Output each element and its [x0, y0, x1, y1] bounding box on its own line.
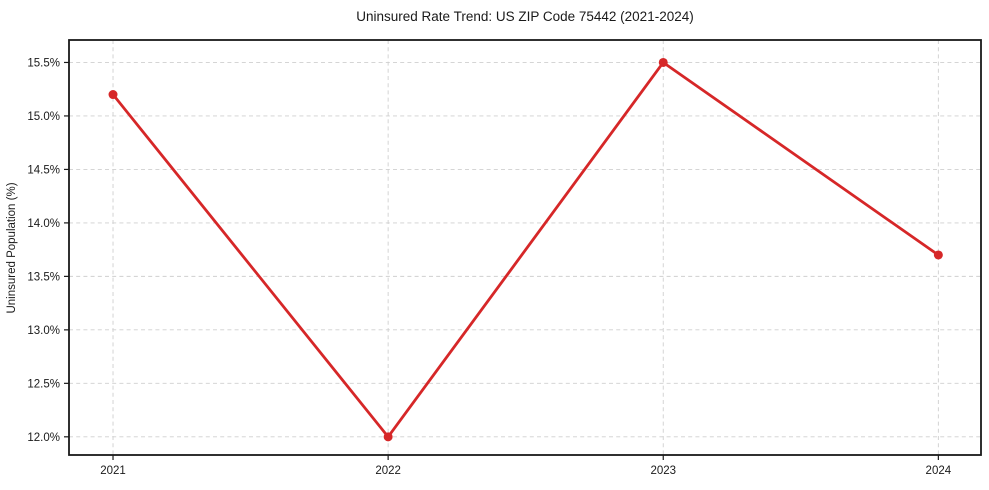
- y-tick-label: 13.5%: [27, 271, 60, 283]
- y-tick-label: 13.0%: [27, 325, 60, 337]
- series-layer: [108, 57, 943, 442]
- y-tick-label: 14.5%: [27, 164, 60, 176]
- trend-line: [111, 61, 940, 439]
- x-tick-label: 2023: [650, 465, 676, 477]
- y-tick-label: 15.5%: [27, 57, 60, 69]
- x-tick-label: 2021: [100, 465, 126, 477]
- data-point-2021: [108, 90, 118, 100]
- x-tick-label: 2024: [926, 465, 952, 477]
- data-point-2023: [658, 57, 668, 67]
- grid-layer: [69, 40, 981, 455]
- y-tick-label: 12.5%: [27, 378, 60, 390]
- chart-title: Uninsured Rate Trend: US ZIP Code 75442 …: [356, 9, 693, 24]
- y-tick-label: 15.0%: [27, 111, 60, 123]
- y-axis-label: Uninsured Population (%): [6, 182, 18, 313]
- data-point-2024: [933, 250, 943, 260]
- y-tick-label: 14.0%: [27, 218, 60, 230]
- data-point-2022: [383, 432, 393, 442]
- tick-layer: 12.0% 12.5% 13.0% 13.5% 14.0% 14.5% 15.0% 15.5%…: [27, 57, 951, 477]
- y-tick-label: 12.0%: [27, 432, 60, 444]
- plot-border: [68, 39, 982, 456]
- x-tick-label: 2022: [375, 465, 401, 477]
